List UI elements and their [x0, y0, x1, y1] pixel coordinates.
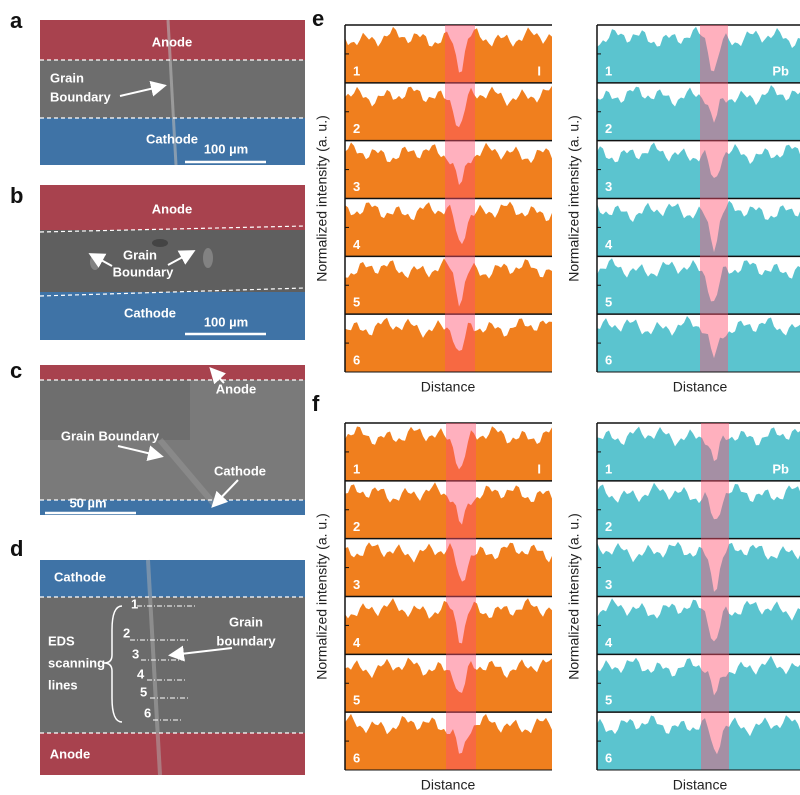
annotation: Grain: [50, 70, 84, 85]
bracket-label: scanning: [48, 655, 105, 670]
trace-label: 3: [605, 179, 612, 194]
trace-label: 6: [605, 352, 612, 367]
highlight-band: [701, 423, 729, 770]
panel-label: a: [10, 8, 23, 33]
region-label: Anode: [152, 201, 192, 216]
y-axis-label: Normalized intensity (a. u.): [566, 115, 582, 282]
scale-bar-label: 100 µm: [204, 141, 248, 156]
highlight-band: [445, 25, 475, 372]
x-axis-label: Distance: [421, 379, 476, 395]
trace-label: 2: [353, 519, 360, 534]
profile-area: [597, 715, 800, 770]
trace-label: 2: [605, 121, 612, 136]
annotation: Boundary: [113, 264, 174, 279]
profile-area: [597, 542, 800, 597]
trace-label: 2: [353, 121, 360, 136]
region-label: Anode: [50, 746, 90, 761]
annotation: Grain: [123, 247, 157, 262]
line-number: 2: [123, 625, 130, 640]
line-number: 1: [131, 596, 138, 611]
element-label: Pb: [772, 63, 789, 78]
profile-area: [597, 656, 800, 712]
trace-label: 5: [353, 693, 360, 708]
scale-bar-label: 100 µm: [204, 314, 248, 329]
profile-area: [597, 142, 800, 198]
panel-label: b: [10, 183, 23, 208]
line-number: 4: [137, 666, 145, 681]
y-axis-label: Normalized intensity (a. u.): [566, 513, 582, 680]
region-label: Cathode: [54, 569, 106, 584]
annotation: boundary: [216, 633, 276, 648]
region-label: Anode: [152, 34, 192, 49]
y-axis-label: Normalized intensity (a. u.): [314, 115, 330, 282]
trace-label: 6: [353, 750, 360, 765]
trace-label: 3: [353, 577, 360, 592]
scale-bar-label: 50 µm: [69, 495, 106, 510]
profile-area: [597, 316, 800, 372]
panel-label: c: [10, 358, 22, 383]
panel-label: e: [312, 6, 324, 31]
trace-label: 6: [605, 750, 612, 765]
panel-label: f: [312, 391, 320, 416]
trace-label: 3: [353, 179, 360, 194]
trace-label: 1: [353, 63, 360, 78]
element-label: Pb: [772, 461, 789, 476]
profiles: Normalized intensity (a. u.) Distance 1 2 3 4…: [314, 25, 800, 793]
profile-area: [597, 258, 800, 314]
trace-label: 4: [605, 635, 613, 650]
profile-area: [597, 483, 800, 539]
trace-label: 5: [605, 295, 612, 310]
element-label: I: [537, 461, 541, 476]
figure: a Anode Grain Boundary Cathode 100 µm b …: [0, 0, 800, 795]
line-number: 6: [144, 705, 151, 720]
bracket-label: lines: [48, 677, 78, 692]
trace-label: 4: [605, 237, 613, 252]
x-axis-label: Distance: [673, 777, 728, 793]
region-label: Cathode: [124, 305, 176, 320]
annotation: Grain Boundary: [61, 428, 160, 443]
trace-label: 1: [353, 461, 360, 476]
panel-label: d: [10, 536, 23, 561]
profile-area: [597, 427, 800, 481]
trace-label: 3: [605, 577, 612, 592]
annotation: Cathode: [214, 463, 266, 478]
highlight-band: [446, 423, 476, 770]
line-number: 3: [132, 646, 139, 661]
y-axis-label: Normalized intensity (a. u.): [314, 513, 330, 680]
trace-label: 1: [605, 63, 612, 78]
line-number: 5: [140, 684, 147, 699]
profile-area: [597, 27, 800, 83]
region-label: Cathode: [146, 131, 198, 146]
trace-label: 1: [605, 461, 612, 476]
profile-area: [597, 85, 800, 141]
annotation: Grain: [229, 614, 263, 629]
element-label: I: [537, 63, 541, 78]
trace-label: 4: [353, 237, 361, 252]
annotation: Boundary: [50, 89, 111, 104]
trace-label: 2: [605, 519, 612, 534]
trace-label: 4: [353, 635, 361, 650]
x-axis-label: Distance: [421, 777, 476, 793]
trace-label: 6: [353, 352, 360, 367]
bracket-label: EDS: [48, 633, 75, 648]
profile-area: [597, 201, 800, 257]
trace-label: 5: [605, 693, 612, 708]
x-axis-label: Distance: [673, 379, 728, 395]
annotation: Anode: [216, 381, 256, 396]
profile-area: [597, 598, 800, 654]
highlight-band: [700, 25, 728, 372]
trace-label: 5: [353, 295, 360, 310]
